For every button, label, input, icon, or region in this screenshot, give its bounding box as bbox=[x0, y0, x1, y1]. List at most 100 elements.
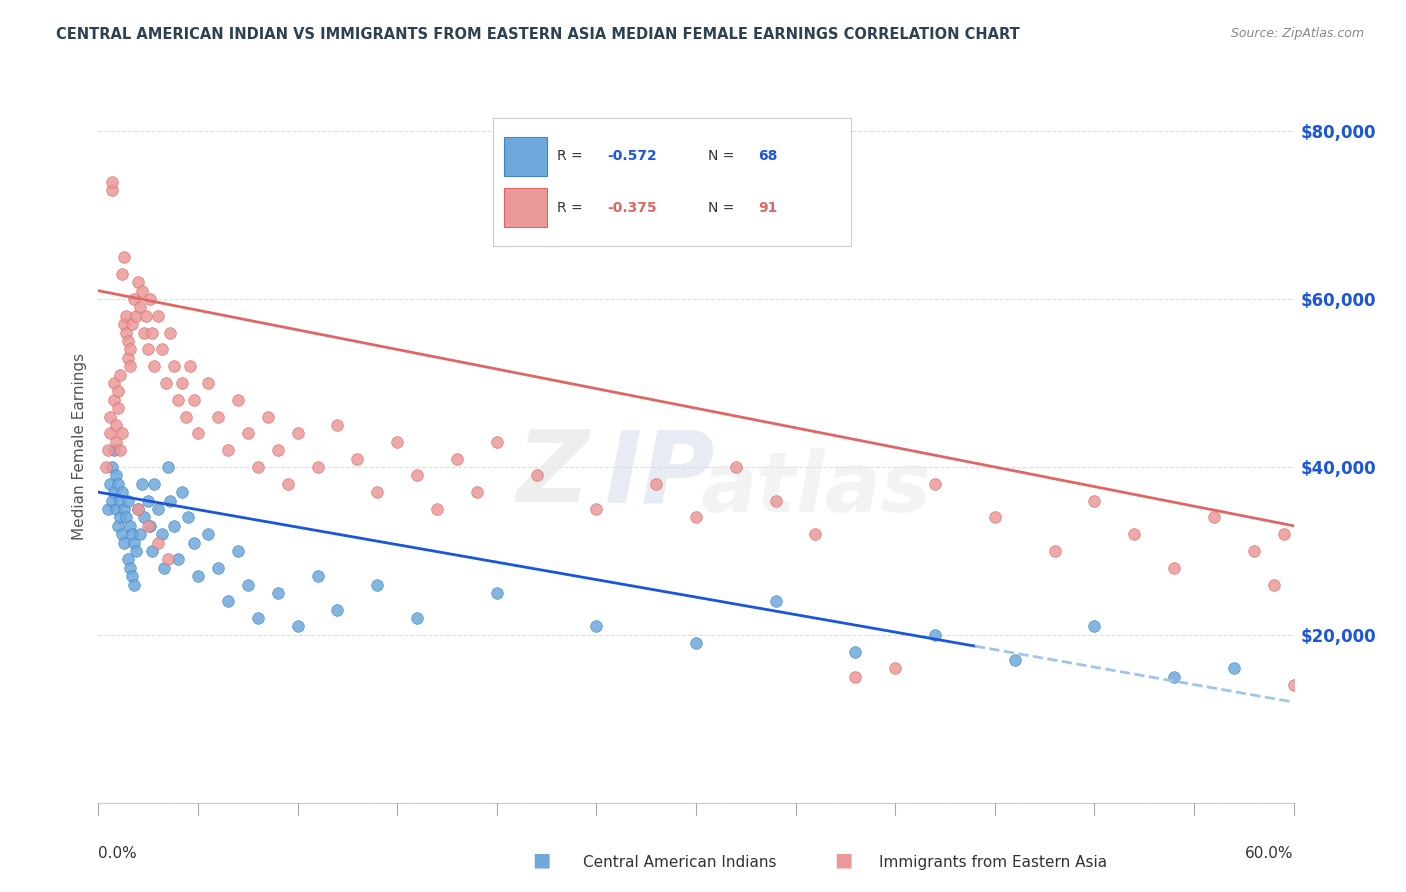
Point bbox=[139, 292, 162, 306]
Point bbox=[101, 460, 124, 475]
Point bbox=[267, 586, 290, 600]
Point bbox=[127, 502, 149, 516]
Point bbox=[485, 434, 508, 449]
Point bbox=[366, 485, 388, 500]
Point bbox=[844, 670, 866, 684]
Point bbox=[100, 476, 122, 491]
Point bbox=[117, 493, 139, 508]
Text: 60.0%: 60.0% bbox=[1246, 846, 1294, 861]
Point bbox=[207, 560, 229, 574]
Point bbox=[155, 376, 177, 390]
Point bbox=[884, 661, 907, 675]
Point bbox=[120, 518, 142, 533]
Point bbox=[97, 443, 120, 458]
Point bbox=[246, 460, 269, 475]
Point bbox=[346, 451, 368, 466]
Text: ■: ■ bbox=[531, 851, 551, 870]
Point bbox=[110, 368, 132, 382]
Point bbox=[120, 359, 142, 374]
Point bbox=[159, 493, 181, 508]
Point bbox=[112, 535, 135, 549]
Point bbox=[172, 376, 194, 390]
Point bbox=[765, 493, 787, 508]
Point bbox=[107, 518, 129, 533]
Point bbox=[1272, 527, 1295, 541]
Point bbox=[131, 284, 153, 298]
Point bbox=[100, 426, 122, 441]
Point bbox=[148, 535, 170, 549]
Point bbox=[1083, 493, 1105, 508]
Point bbox=[110, 493, 132, 508]
Text: 0.0%: 0.0% bbox=[98, 846, 138, 861]
Point bbox=[111, 527, 134, 541]
Point bbox=[100, 409, 122, 424]
Point bbox=[187, 426, 209, 441]
Point bbox=[105, 468, 128, 483]
Point bbox=[465, 485, 488, 500]
Point bbox=[1123, 527, 1146, 541]
Point bbox=[924, 476, 946, 491]
Point bbox=[1222, 661, 1246, 675]
Point bbox=[326, 603, 349, 617]
Point bbox=[136, 493, 159, 508]
Point bbox=[426, 502, 449, 516]
Text: Immigrants from Eastern Asia: Immigrants from Eastern Asia bbox=[879, 855, 1107, 870]
Point bbox=[141, 544, 163, 558]
Point bbox=[105, 502, 128, 516]
Point bbox=[131, 476, 153, 491]
Point bbox=[103, 392, 125, 407]
Point bbox=[143, 359, 166, 374]
Point bbox=[105, 417, 128, 432]
Point bbox=[125, 544, 148, 558]
Point bbox=[172, 485, 194, 500]
Point bbox=[153, 560, 176, 574]
Point bbox=[236, 577, 259, 591]
Point bbox=[107, 476, 129, 491]
Point bbox=[924, 628, 946, 642]
Point bbox=[645, 476, 668, 491]
Point bbox=[585, 619, 607, 633]
Point bbox=[150, 527, 173, 541]
Point bbox=[115, 326, 138, 340]
Point bbox=[136, 518, 159, 533]
Point bbox=[96, 460, 118, 475]
Y-axis label: Median Female Earnings: Median Female Earnings bbox=[72, 352, 87, 540]
Point bbox=[157, 460, 180, 475]
Point bbox=[406, 468, 429, 483]
Point bbox=[103, 443, 125, 458]
Point bbox=[246, 611, 269, 625]
Point bbox=[127, 502, 149, 516]
Point bbox=[101, 175, 124, 189]
Point bbox=[112, 250, 135, 264]
Point bbox=[135, 309, 157, 323]
Point bbox=[111, 485, 134, 500]
Point bbox=[120, 343, 142, 357]
Point bbox=[112, 502, 135, 516]
Point bbox=[1083, 619, 1105, 633]
Text: CENTRAL AMERICAN INDIAN VS IMMIGRANTS FROM EASTERN ASIA MEDIAN FEMALE EARNINGS C: CENTRAL AMERICAN INDIAN VS IMMIGRANTS FR… bbox=[56, 27, 1019, 42]
Point bbox=[287, 426, 309, 441]
Point bbox=[226, 392, 249, 407]
Point bbox=[117, 552, 139, 566]
Point bbox=[1263, 577, 1285, 591]
Point bbox=[1043, 544, 1066, 558]
Point bbox=[101, 183, 124, 197]
Point bbox=[685, 510, 707, 524]
Point bbox=[129, 527, 152, 541]
Text: Central American Indians: Central American Indians bbox=[583, 855, 778, 870]
Point bbox=[267, 443, 290, 458]
Point bbox=[326, 417, 349, 432]
Text: atlas: atlas bbox=[700, 449, 931, 529]
Point bbox=[111, 267, 134, 281]
Point bbox=[226, 544, 249, 558]
Point bbox=[183, 535, 205, 549]
Point bbox=[163, 359, 186, 374]
Point bbox=[103, 376, 125, 390]
Point bbox=[139, 518, 162, 533]
Point bbox=[1004, 653, 1026, 667]
Point bbox=[1243, 544, 1265, 558]
Point bbox=[159, 326, 181, 340]
Point bbox=[157, 552, 180, 566]
Point bbox=[307, 569, 329, 583]
Point bbox=[124, 292, 146, 306]
